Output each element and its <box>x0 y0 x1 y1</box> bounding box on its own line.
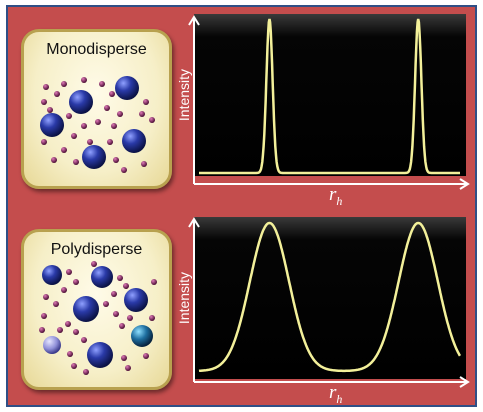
large-particles <box>42 265 153 368</box>
polydisperse-label: Polydisperse <box>50 241 143 258</box>
large-particle <box>124 288 148 312</box>
x-axis-arrow <box>459 178 470 190</box>
monodisperse-label: Monodisperse <box>46 41 147 58</box>
large-particle <box>115 76 139 100</box>
y-axis-arrow <box>188 217 200 228</box>
polydisperse-box: Polydisperse <box>21 229 172 390</box>
large-particle <box>69 90 93 114</box>
y-axis-arrow <box>188 15 200 26</box>
large-particle <box>42 265 62 285</box>
large-particle <box>122 129 146 153</box>
intensity-curve <box>199 18 460 175</box>
small-particles <box>41 77 155 173</box>
small-particles <box>39 261 157 375</box>
x-label-sub: h <box>336 193 343 208</box>
x-axis-arrow <box>459 376 470 388</box>
axes-and-curves <box>188 15 470 388</box>
intensity-curve <box>198 221 462 373</box>
large-particle <box>40 113 64 137</box>
large-particle <box>82 145 106 169</box>
large-particle <box>43 336 61 354</box>
monodisperse-x-axis-label: rh <box>329 184 342 209</box>
monodisperse-box: Monodisperse <box>21 29 172 189</box>
x-label-main: r <box>329 382 337 403</box>
large-particle <box>73 296 99 322</box>
large-particle <box>131 325 153 347</box>
polydisperse-plot <box>194 217 466 379</box>
large-particle <box>87 342 113 368</box>
x-label-main: r <box>329 184 337 205</box>
dls-figure: Monodisperse <box>6 5 477 407</box>
monodisperse-particles <box>40 76 155 173</box>
polydisperse-particles <box>39 261 157 375</box>
large-particles <box>40 76 146 169</box>
x-label-sub: h <box>336 391 343 406</box>
large-particle <box>91 266 113 288</box>
polydisperse-x-axis-label: rh <box>329 382 343 406</box>
